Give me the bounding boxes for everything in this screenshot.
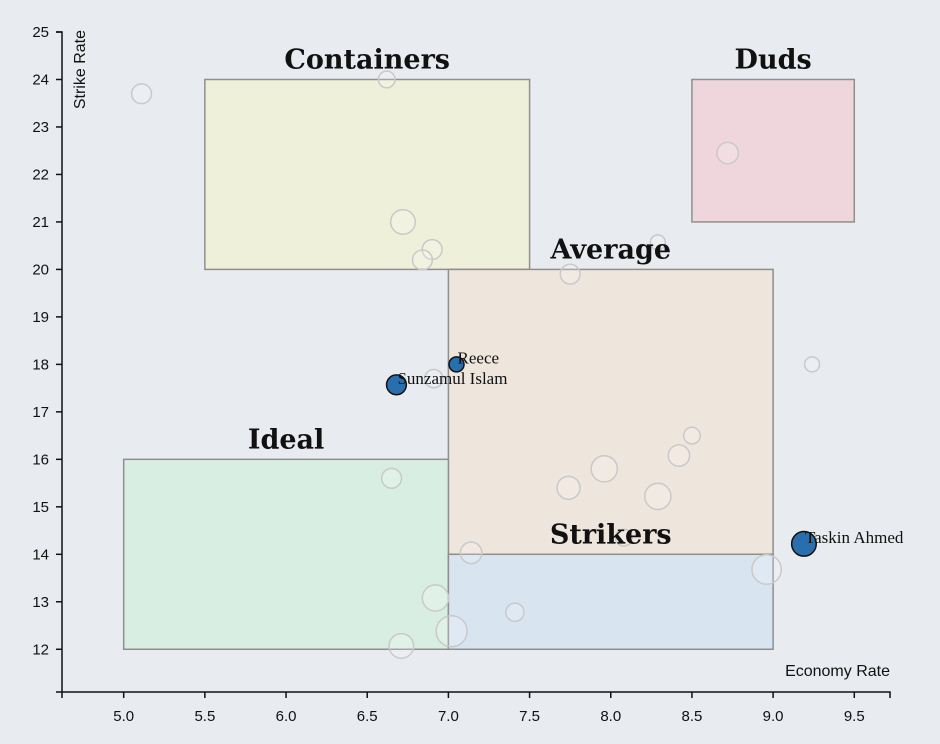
x-tick-label: 7.5: [519, 708, 540, 725]
x-tick-label: 7.0: [438, 708, 459, 725]
background-point: [505, 602, 525, 623]
zone-containers: [204, 78, 531, 271]
y-axis-title: Strike Rate: [72, 30, 89, 109]
background-point: [559, 263, 581, 285]
background-point: [411, 249, 434, 271]
y-tick-label: 20: [32, 261, 49, 278]
background-point: [643, 482, 672, 511]
highlighted-point-sunzamul-islam[interactable]: [385, 374, 408, 396]
y-axis-line: [56, 31, 63, 693]
y-tick-label: 12: [32, 641, 49, 658]
background-point: [459, 541, 483, 565]
background-point: [556, 475, 581, 501]
background-point: [716, 141, 740, 165]
x-tick-label: 6.0: [276, 708, 297, 725]
background-point: [751, 554, 783, 585]
y-tick-label: 21: [32, 214, 49, 231]
y-tick-label: 18: [32, 356, 49, 373]
x-axis: 5.0 5.5 6.0 6.5 7.0 7.5 8.0 8.5 9.0 9.5: [61, 691, 891, 725]
x-tick-label: 6.5: [357, 708, 378, 725]
x-axis-title: Economy Rate: [785, 663, 890, 680]
y-tick-label: 23: [32, 119, 49, 136]
y-tick-label: 24: [32, 71, 49, 88]
y-tick-label: 14: [32, 546, 49, 563]
y-tick-label: 15: [32, 499, 49, 516]
background-point: [435, 614, 468, 648]
background-point: [667, 444, 691, 467]
background-point: [380, 467, 403, 489]
y-tick-label: 16: [32, 451, 49, 468]
point-label-taskin-ahmed: Taskin Ahmed: [805, 528, 904, 547]
background-point: [130, 83, 153, 105]
zone-duds: [691, 78, 856, 223]
zone-title-containers: Containers: [284, 44, 450, 75]
x-tick-label: 8.5: [681, 708, 702, 725]
background-point: [682, 426, 701, 445]
point-label-reece: Reece: [458, 348, 500, 367]
x-tick-label: 5.0: [113, 708, 134, 725]
point-label-sunzamul-islam: Sunzamul Islam: [397, 369, 507, 388]
background-point: [803, 356, 821, 373]
y-tick-label: 22: [32, 166, 49, 183]
y-tick-label: 17: [32, 404, 49, 421]
x-axis-line: [61, 691, 891, 698]
highlighted-point-taskin-ahmed[interactable]: [790, 530, 818, 557]
zone-title-duds: Duds: [735, 44, 812, 75]
background-point: [377, 70, 396, 89]
background-points-layer: [130, 70, 821, 659]
y-tick-label: 13: [32, 594, 49, 611]
y-tick-label: 25: [32, 24, 49, 41]
x-tick-label: 9.0: [763, 708, 784, 725]
background-point: [389, 208, 416, 235]
background-point: [423, 368, 444, 389]
highlighted-point-reece[interactable]: [448, 356, 465, 373]
background-point: [421, 584, 450, 612]
background-point: [614, 528, 633, 547]
zone-titles-layer: Containers Duds Average Ideal Strikers: [248, 44, 812, 550]
highlighted-points-layer: Reece Sunzamul Islam Taskin Ahmed: [385, 348, 904, 557]
zone-ideal: [122, 458, 450, 651]
zones-layer: [122, 78, 856, 651]
x-tick-label: 9.5: [844, 708, 865, 725]
x-tick-label: 8.0: [600, 708, 621, 725]
background-point: [649, 234, 667, 251]
zone-title-average: Average: [550, 234, 672, 265]
zone-title-ideal: Ideal: [248, 424, 324, 455]
x-tick-label: 5.5: [194, 708, 215, 725]
background-point: [388, 632, 415, 659]
zone-average: [447, 268, 774, 556]
zone-title-strikers: Strikers: [550, 519, 672, 550]
y-axis: 12 13 14 15 16 17 18 19 20 21 22 23 24 25: [32, 24, 63, 693]
y-tick-label: 19: [32, 309, 49, 326]
zone-strikers: [447, 553, 774, 651]
background-point: [590, 454, 619, 483]
